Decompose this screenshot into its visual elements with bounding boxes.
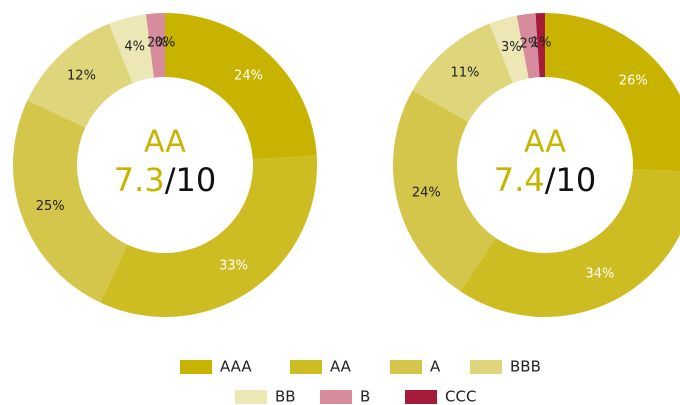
legend-swatch — [180, 360, 212, 374]
legend-label: AA — [330, 358, 352, 376]
donut-slice — [13, 100, 128, 303]
donut-slice — [145, 13, 165, 78]
donut-slice — [100, 155, 318, 317]
legend-swatch — [320, 390, 352, 404]
donut-slice — [393, 90, 496, 292]
slice-label: 1% — [531, 36, 552, 51]
center-score: 7.3/10 — [114, 161, 216, 199]
slice-label: 0% — [155, 36, 176, 51]
legend-swatch — [390, 360, 422, 374]
slice-label: 12% — [67, 69, 96, 84]
center-score: 7.4/10 — [494, 161, 596, 199]
legend-label: BB — [275, 388, 296, 405]
legend-label: CCC — [445, 388, 476, 405]
donut-slice — [489, 15, 529, 84]
slice-label: 34% — [585, 266, 614, 281]
center-rating: AA — [144, 125, 186, 160]
slice-label: 24% — [412, 186, 441, 201]
donut-slice — [535, 13, 545, 78]
donut-slice — [516, 13, 540, 79]
slice-label: 26% — [619, 73, 648, 88]
donut-slice — [460, 169, 680, 317]
slice-label: 2% — [520, 36, 541, 51]
score-scale: /10 — [545, 161, 597, 199]
slice-label: 24% — [234, 69, 263, 84]
center-rating: AA — [524, 125, 566, 160]
score-value: 7.4 — [494, 161, 545, 199]
donut-slice — [412, 23, 513, 122]
donut-slice — [545, 13, 680, 172]
donut-slice — [27, 23, 133, 128]
slice-label: 33% — [219, 258, 248, 273]
donut-slice — [165, 13, 317, 160]
slice-label: 25% — [36, 199, 65, 214]
donut-slice — [109, 14, 154, 84]
slice-label: 4% — [124, 39, 145, 54]
slice-label: 11% — [451, 65, 480, 80]
legend-swatch — [405, 390, 437, 404]
slice-label: 2% — [147, 36, 168, 51]
legend-label: AAA — [220, 358, 252, 376]
legend-label: BBB — [510, 358, 541, 376]
legend-swatch — [290, 360, 322, 374]
slice-label: 3% — [501, 40, 522, 55]
legend-swatch — [470, 360, 502, 374]
score-scale: /10 — [165, 161, 217, 199]
legend-label: B — [360, 388, 370, 405]
legend-swatch — [235, 390, 267, 404]
score-value: 7.3 — [114, 161, 165, 199]
legend-label: A — [430, 358, 441, 376]
